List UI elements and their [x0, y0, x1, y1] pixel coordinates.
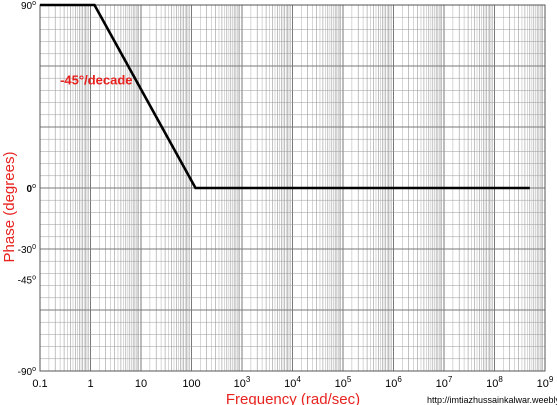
y-tick-label: 0o: [27, 183, 37, 195]
x-tick-label: 105: [335, 375, 352, 390]
y-tick-label: -90o: [18, 366, 36, 378]
x-tick-label: 107: [436, 375, 453, 390]
x-axis-label: Frequency (rad/sec): [226, 391, 360, 405]
x-tick-label: 0.1: [32, 378, 47, 390]
y-axis-label: Phase (degrees): [1, 152, 18, 263]
tick-labels: 0.1 1 10 100 103 104 105 106 107 108 109 90o 0o -300 -…: [18, 0, 554, 390]
x-tick-label: 108: [486, 375, 503, 390]
y-tick-label: -300: [18, 244, 36, 256]
phase-line: [40, 3, 530, 190]
plot-border: [39, 4, 546, 372]
y-tick-label: 90o: [21, 0, 36, 12]
slope-annotation: -45°/decade: [60, 72, 132, 87]
x-tick-label: 103: [234, 375, 251, 390]
series-layer: [40, 3, 530, 190]
x-tick-label: 100: [182, 378, 200, 390]
x-tick-label: 10: [135, 378, 147, 390]
y-tick-label: -45o: [18, 275, 36, 287]
x-tick-label: 104: [284, 375, 301, 390]
x-tick-label: 106: [385, 375, 402, 390]
x-tick-label: 109: [537, 375, 554, 390]
x-tick-label: 1: [87, 378, 93, 390]
watermark-url: http://imtiazhussainkalwar.weebly.com: [427, 395, 557, 405]
